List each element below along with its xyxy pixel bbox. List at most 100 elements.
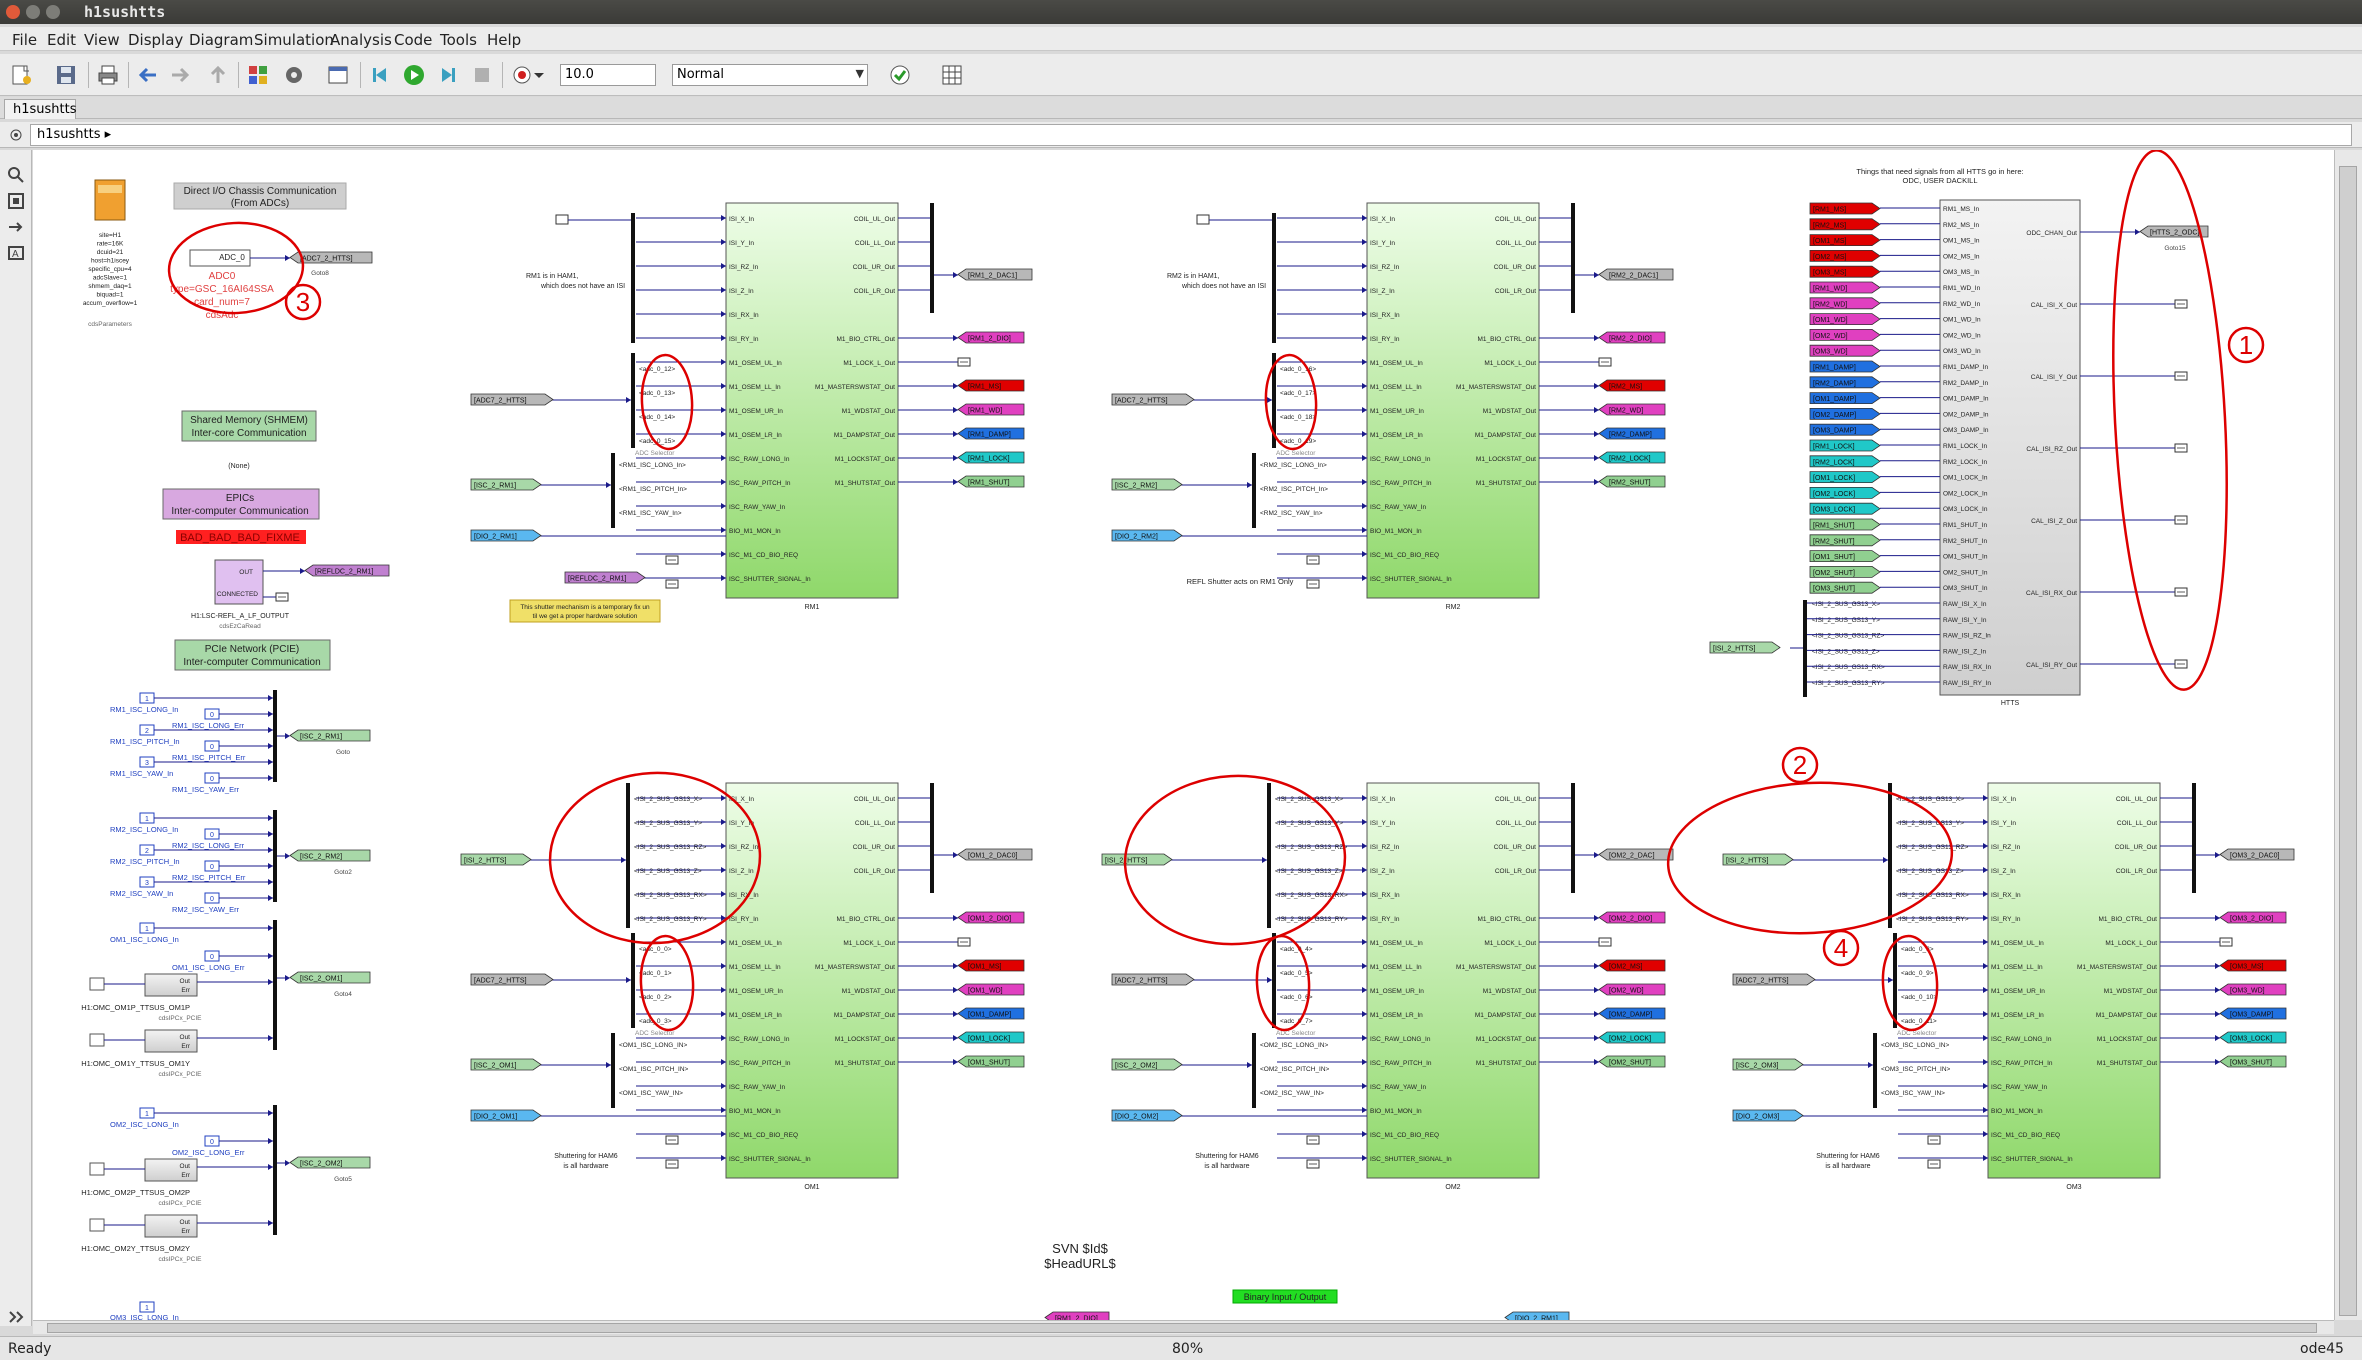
goto-status[interactable]: [957, 983, 1025, 996]
goto-status[interactable]: [1598, 959, 1666, 972]
fit-view-icon[interactable]: [7, 192, 25, 210]
diagram-canvas[interactable]: site=H1 rate=16K dcuid=21 host=h1iscey speci…: [33, 150, 2334, 1320]
goto-shut[interactable]: [2219, 1055, 2287, 1068]
from-htts-status[interactable]: [1809, 581, 1881, 594]
goto-status[interactable]: [2219, 983, 2287, 996]
goto-status[interactable]: [2219, 1007, 2287, 1020]
constant-block[interactable]: [139, 1301, 155, 1313]
goto-status[interactable]: [2219, 959, 2287, 972]
goto-status[interactable]: [1598, 427, 1666, 440]
close-window-icon[interactable]: [6, 5, 20, 19]
forward-icon[interactable]: [168, 63, 192, 87]
from-htts-status[interactable]: [1809, 487, 1881, 499]
goto-status[interactable]: [957, 911, 1025, 924]
goto-status[interactable]: [1598, 911, 1666, 924]
menu-simulation[interactable]: Simulation: [254, 31, 334, 49]
goto-isc[interactable]: [289, 1156, 371, 1169]
expand-palette-icon[interactable]: [7, 1310, 25, 1324]
goto-isc[interactable]: [289, 729, 371, 742]
menu-view[interactable]: View: [84, 31, 120, 49]
from-htts-status[interactable]: [1809, 408, 1881, 420]
from-adc7[interactable]: [1111, 973, 1195, 986]
vertical-scroll-thumb[interactable]: [2339, 166, 2357, 1316]
from-isi-htts[interactable]: [1709, 641, 1781, 654]
from-htts-status[interactable]: [1809, 344, 1881, 357]
check-model-icon[interactable]: [888, 63, 912, 87]
minimize-window-icon[interactable]: [26, 5, 40, 19]
suspension-block-om1[interactable]: [725, 782, 899, 1179]
from-htts-status[interactable]: [1809, 360, 1881, 373]
tab-model[interactable]: h1sushtts: [4, 99, 77, 119]
goto-dac[interactable]: [957, 268, 1033, 281]
from-isc[interactable]: [470, 478, 542, 491]
menu-code[interactable]: Code: [394, 31, 433, 49]
from-htts-status[interactable]: [1809, 313, 1881, 325]
horizontal-scroll-thumb[interactable]: [47, 1323, 2317, 1333]
step-back-icon[interactable]: [368, 63, 392, 87]
from-adc7[interactable]: [1111, 393, 1195, 406]
from-dio[interactable]: [1732, 1109, 1804, 1122]
goto-status[interactable]: [957, 451, 1025, 464]
step-forward-icon[interactable]: [436, 63, 460, 87]
menu-file[interactable]: File: [12, 31, 38, 49]
goto-status[interactable]: [1598, 983, 1666, 996]
run-icon[interactable]: [402, 63, 426, 87]
from-dio[interactable]: [1111, 1109, 1183, 1122]
new-model-icon[interactable]: [10, 63, 34, 87]
ezca-read-block[interactable]: [214, 559, 264, 605]
scope-block[interactable]: [89, 977, 105, 991]
from-htts-status[interactable]: [1809, 534, 1881, 547]
goto-status[interactable]: [2219, 1031, 2287, 1044]
grid-icon[interactable]: [940, 63, 964, 87]
from-isc[interactable]: [1111, 478, 1183, 491]
model-explorer-icon[interactable]: [326, 63, 350, 87]
model-path-breadcrumb[interactable]: h1sushtts ▸: [30, 124, 2352, 146]
menu-analysis[interactable]: Analysis: [330, 31, 392, 49]
gear-icon[interactable]: [282, 63, 306, 87]
scope-block[interactable]: [89, 1218, 105, 1232]
goto-shut[interactable]: [957, 475, 1025, 488]
from-htts-status[interactable]: [1809, 281, 1881, 294]
back-icon[interactable]: [136, 63, 160, 87]
from-htts-status[interactable]: [1809, 550, 1881, 562]
bottom-goto-dio2[interactable]: [1504, 1311, 1570, 1320]
annotation-icon[interactable]: A: [7, 244, 25, 262]
breadcrumb-item[interactable]: h1sushtts: [37, 127, 101, 142]
suspension-block-rm2[interactable]: [1366, 202, 1540, 599]
goto-isc[interactable]: [289, 971, 371, 984]
from-dio[interactable]: [470, 529, 542, 542]
from-htts-status[interactable]: [1809, 392, 1881, 404]
menu-diagram[interactable]: Diagram: [189, 31, 254, 49]
from-htts-status[interactable]: [1809, 329, 1881, 341]
from-htts-status[interactable]: [1809, 455, 1881, 468]
goto-dac[interactable]: [957, 848, 1033, 861]
from-isc[interactable]: [1111, 1058, 1183, 1071]
goto-shut[interactable]: [1598, 475, 1666, 488]
library-browser-icon[interactable]: [246, 63, 270, 87]
ipc-pcie-block[interactable]: [144, 973, 198, 997]
menu-edit[interactable]: Edit: [47, 31, 77, 49]
simulation-mode-select[interactable]: Normal ▼: [672, 64, 868, 86]
from-htts-status[interactable]: [1809, 502, 1881, 515]
from-htts-status[interactable]: [1809, 471, 1881, 483]
goto-status[interactable]: [2219, 911, 2287, 924]
bottom-goto-dio[interactable]: [1044, 1311, 1110, 1320]
suspension-block-om2[interactable]: [1366, 782, 1540, 1179]
arrow-icon[interactable]: [7, 218, 25, 236]
save-icon[interactable]: [54, 63, 78, 87]
ground-block[interactable]: [555, 214, 569, 225]
from-adc7[interactable]: [470, 973, 554, 986]
maximize-window-icon[interactable]: [46, 5, 60, 19]
menu-help[interactable]: Help: [487, 31, 522, 49]
goto-odc[interactable]: [2139, 225, 2209, 238]
horizontal-scrollbar[interactable]: [33, 1320, 2334, 1334]
from-htts-status[interactable]: [1809, 234, 1881, 246]
htts-block[interactable]: [1939, 199, 2081, 696]
record-icon[interactable]: [510, 63, 534, 87]
goto-status[interactable]: [957, 379, 1025, 392]
scope-block[interactable]: [89, 1033, 105, 1047]
from-adc7[interactable]: [1732, 973, 1816, 986]
from-isi[interactable]: [1101, 853, 1173, 866]
ipc-pcie-block[interactable]: [144, 1029, 198, 1053]
